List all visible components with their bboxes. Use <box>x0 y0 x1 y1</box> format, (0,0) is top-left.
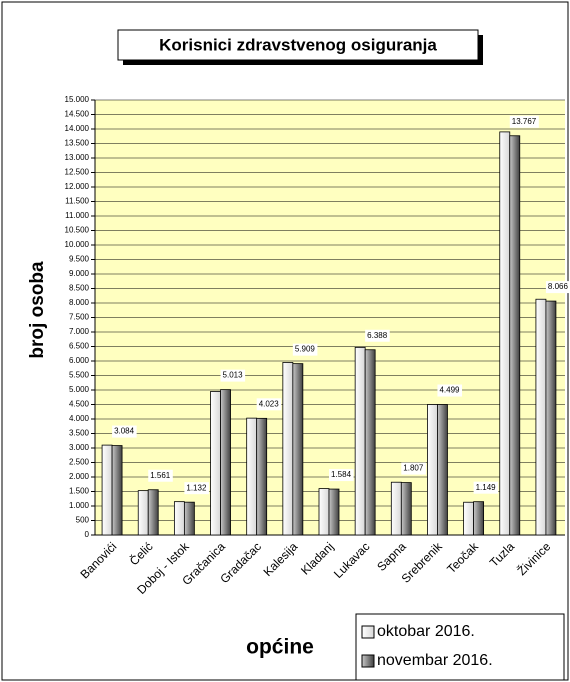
value-label-bg <box>473 481 499 494</box>
y-axis-label: broj osoba <box>27 261 48 359</box>
bar <box>437 404 448 536</box>
x-axis-label: općine <box>246 636 314 659</box>
value-label: 1.132 <box>186 483 207 492</box>
y-tick-label: 1.500 <box>69 487 90 496</box>
y-tick-label: 7.500 <box>69 313 90 322</box>
value-label-bg <box>148 469 173 482</box>
value-label-bg <box>545 281 570 294</box>
y-tick-label: 2.500 <box>69 458 90 467</box>
y-tick-label: 5.000 <box>69 385 90 394</box>
value-label-bg <box>437 384 463 397</box>
bar <box>147 489 159 536</box>
value-label-bg <box>509 115 539 128</box>
y-tick-label: 14.000 <box>65 124 90 133</box>
y-tick-label: 14.500 <box>65 110 90 119</box>
y-tick-label: 15.000 <box>65 95 90 104</box>
y-tick-label: 9.500 <box>69 255 90 264</box>
y-tick-label: 13.500 <box>65 139 90 148</box>
value-label: 1.584 <box>331 470 352 479</box>
value-label-bg <box>184 482 209 495</box>
bar <box>545 300 557 536</box>
y-tick-label: 8.500 <box>69 284 90 293</box>
y-tick-label: 8.000 <box>69 298 90 307</box>
y-tick-label: 9.000 <box>69 269 90 278</box>
y-tick-label: 12.500 <box>65 168 90 177</box>
y-tick-label: 6.500 <box>69 342 90 351</box>
bar <box>111 445 123 536</box>
value-label: 3.084 <box>114 427 135 436</box>
value-label: 1.807 <box>403 464 424 473</box>
bar <box>173 501 185 536</box>
value-label: 4.023 <box>259 399 280 408</box>
value-label-bg <box>329 469 354 482</box>
y-tick-label: 6.000 <box>69 356 90 365</box>
bar <box>499 131 511 536</box>
bar <box>427 404 438 536</box>
y-tick-label: 500 <box>76 516 90 525</box>
bar <box>354 346 366 536</box>
y-tick-label: 11.500 <box>65 197 89 206</box>
legend-label: novembar 2016. <box>377 652 493 669</box>
legend-swatch <box>361 654 375 668</box>
title-box <box>117 29 479 61</box>
bar <box>400 482 412 536</box>
bar <box>101 444 113 536</box>
y-tick-label: 4.000 <box>69 414 90 423</box>
bar <box>328 488 340 536</box>
y-tick-label: 10.500 <box>65 226 90 235</box>
y-tick-label: 13.000 <box>65 153 90 162</box>
y-tick-label: 3.000 <box>69 443 90 452</box>
bar <box>282 362 294 536</box>
bar <box>390 481 402 536</box>
bar <box>183 501 195 536</box>
bar <box>463 501 475 536</box>
bar <box>292 363 304 536</box>
y-tick-label: 11.000 <box>65 211 89 220</box>
value-label: 13.767 <box>512 117 537 126</box>
value-label: 4.499 <box>439 386 460 395</box>
value-label-bg <box>401 462 426 475</box>
legend-swatch <box>361 625 375 639</box>
bar <box>535 298 547 536</box>
value-label-bg <box>292 343 318 356</box>
chart-title: Korisnici zdravstvenog osiguranja <box>159 35 437 54</box>
bar <box>210 391 221 536</box>
bar <box>509 135 521 536</box>
value-label: 5.013 <box>223 371 244 380</box>
value-label: 5.909 <box>295 345 316 354</box>
value-label: 6.388 <box>367 331 388 340</box>
value-label-bg <box>365 329 390 342</box>
bar <box>473 501 485 536</box>
bar <box>246 417 258 536</box>
bar <box>256 417 268 536</box>
y-tick-label: 3.500 <box>69 429 90 438</box>
y-tick-label: 5.500 <box>69 371 90 380</box>
y-tick-label: 12.000 <box>65 182 90 191</box>
y-tick-label: 2.000 <box>69 472 90 481</box>
value-label: 1.149 <box>476 483 497 492</box>
bar <box>137 490 149 536</box>
legend-box <box>355 613 565 681</box>
y-tick-label: 1.000 <box>69 501 90 510</box>
legend-label: oktobar 2016. <box>377 623 475 640</box>
value-label-bg <box>112 425 137 438</box>
bar <box>364 349 376 536</box>
value-label: 8.066 <box>548 282 569 291</box>
bar <box>318 488 330 536</box>
value-label-bg <box>256 398 282 411</box>
y-tick-label: 7.000 <box>69 327 90 336</box>
value-label: 1.561 <box>150 471 171 480</box>
y-tick-label: 4.500 <box>69 400 90 409</box>
y-tick-label: 10.000 <box>65 240 90 249</box>
bar <box>220 389 231 536</box>
value-label-bg <box>220 369 246 382</box>
y-tick-label: 0 <box>85 530 90 539</box>
